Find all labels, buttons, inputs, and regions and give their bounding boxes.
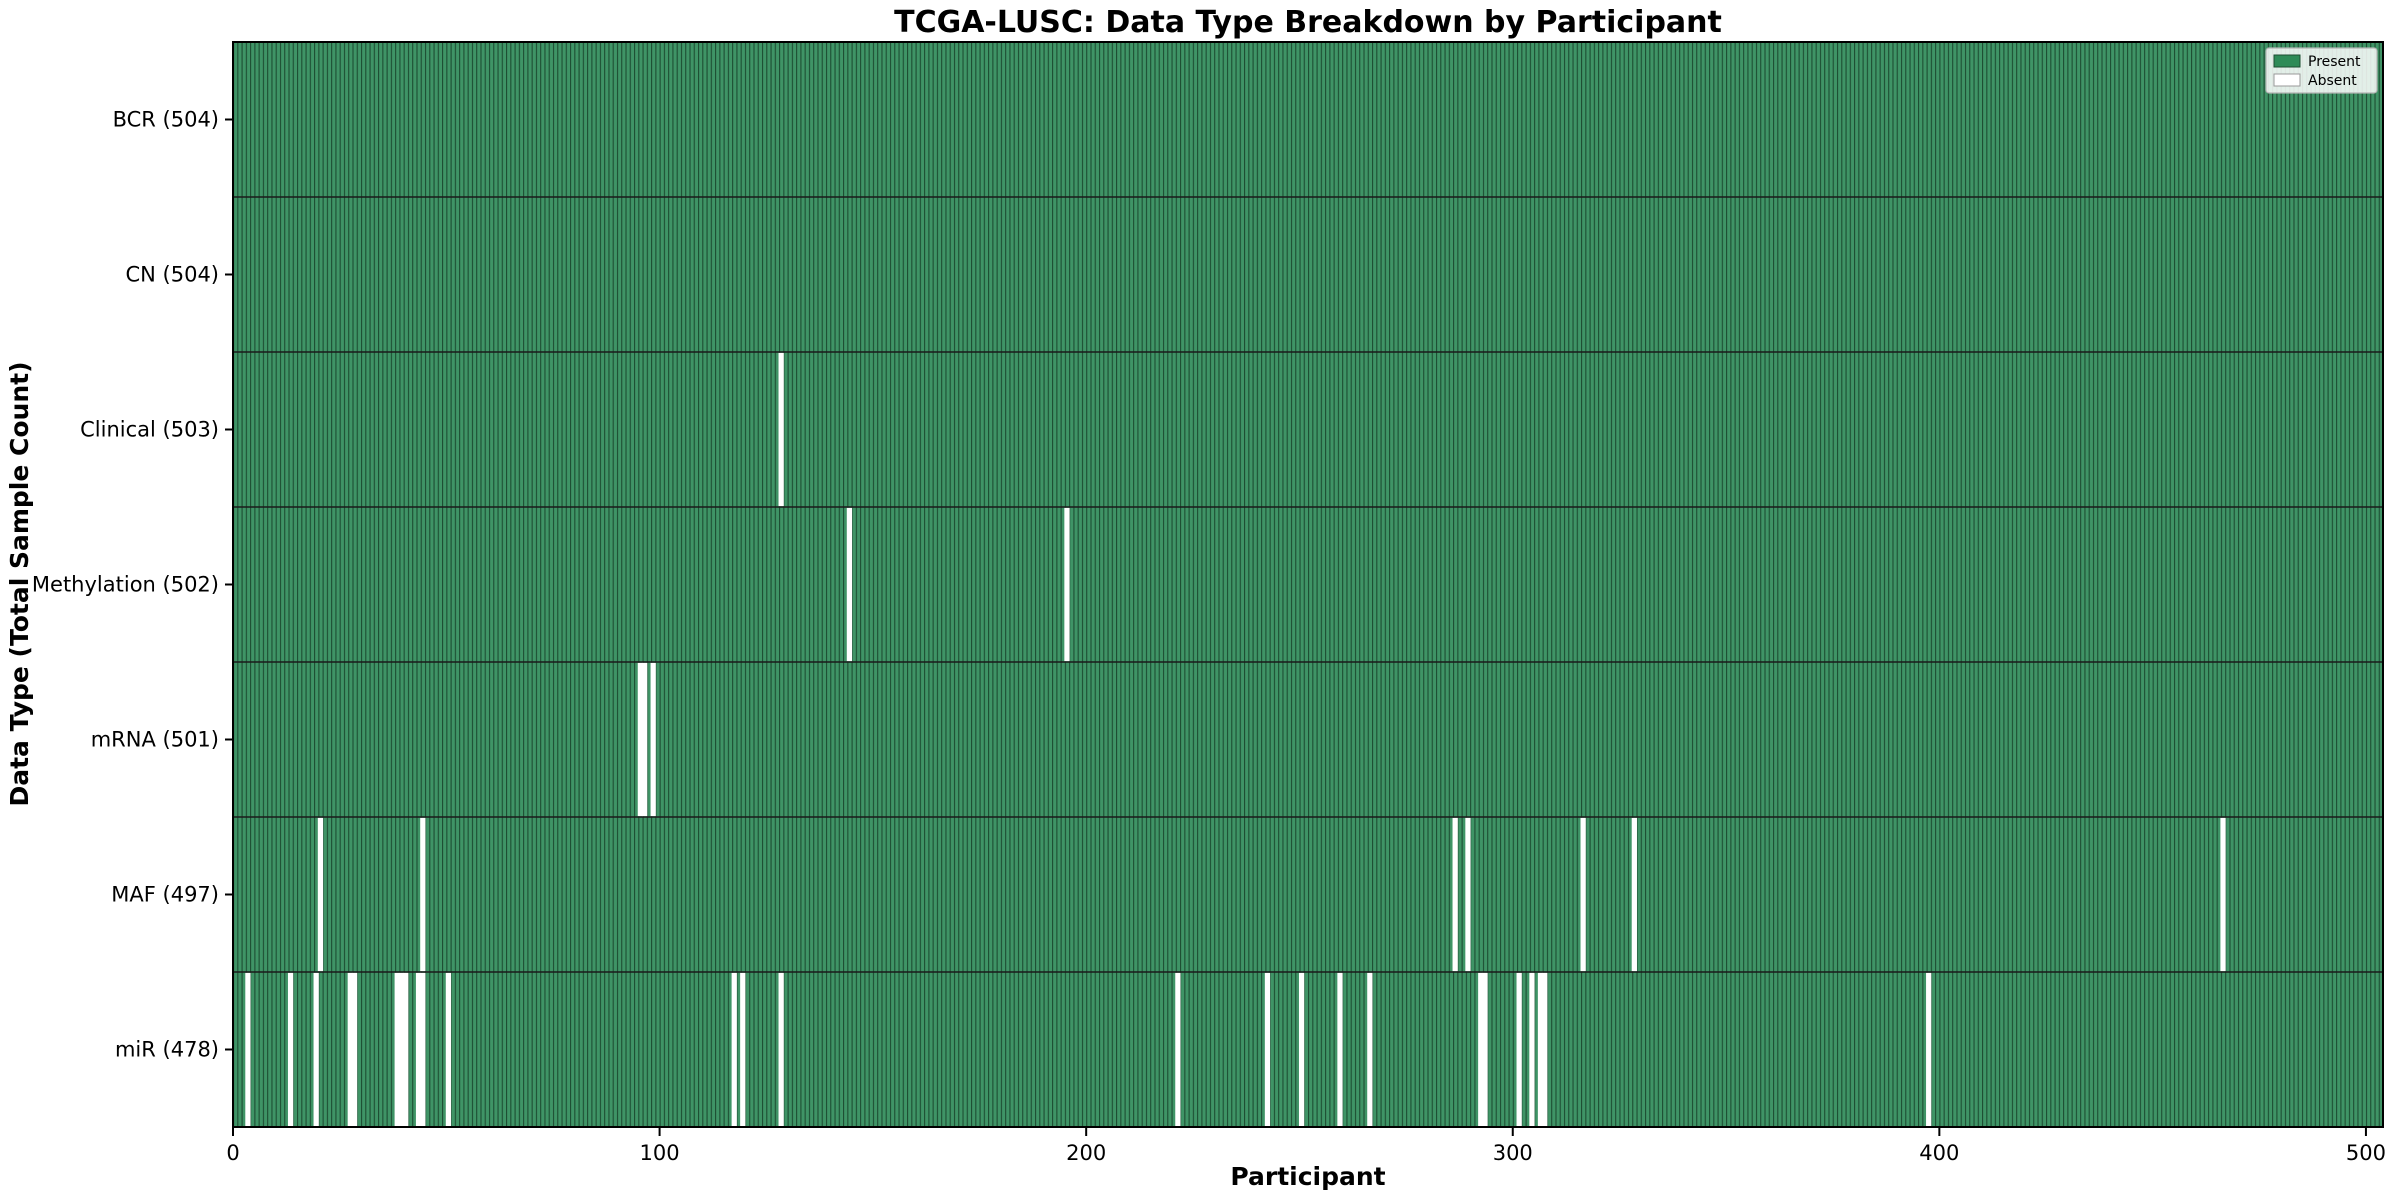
y-tick-label-BCR: BCR (504): [113, 108, 219, 132]
absent-marker-MAF: [1452, 817, 1458, 972]
absent-marker-miR: [445, 972, 452, 1127]
absent-marker-MAF: [420, 817, 426, 972]
legend-swatch-present: [2273, 54, 2301, 68]
absent-marker-Methylation: [1064, 507, 1070, 662]
absent-marker-miR: [403, 972, 409, 1127]
legend-swatch-absent: [2273, 73, 2301, 87]
absent-marker-mRNA: [650, 662, 656, 817]
absent-marker-miR: [1482, 972, 1488, 1127]
absent-marker-miR: [1175, 972, 1181, 1127]
y-tick-label-miR: miR (478): [115, 1038, 219, 1062]
absent-marker-miR: [287, 972, 294, 1127]
absent-marker-MAF: [1631, 817, 1637, 972]
absent-marker-miR: [1516, 972, 1522, 1127]
x-tick-label: 200: [1066, 1141, 1106, 1165]
plot-area: BCR (504) CN (504) Clinical (503) Methylati…: [32, 41, 2386, 1165]
y-tick-label-mRNA: mRNA (501): [91, 728, 219, 752]
absent-marker-miR: [415, 972, 422, 1127]
y-tick-label-MAF: MAF (497): [111, 883, 219, 907]
y-tick-label-CN: CN (504): [125, 263, 219, 287]
presence-matrix: [233, 42, 2383, 1127]
x-axis-label: Participant: [1230, 1162, 1385, 1191]
absent-marker-miR: [351, 972, 358, 1127]
absent-marker-miR: [313, 972, 319, 1127]
legend-label-present: Present: [2308, 54, 2361, 70]
absent-marker-Methylation: [846, 507, 853, 662]
absent-marker-miR: [1264, 972, 1271, 1127]
y-tick-label-Clinical: Clinical (503): [80, 418, 219, 442]
legend: Present Absent: [2265, 47, 2378, 94]
absent-marker-miR: [1298, 972, 1305, 1127]
absent-marker-MAF: [1465, 817, 1471, 972]
absent-marker-miR: [731, 972, 737, 1127]
absent-marker-miR: [398, 972, 405, 1127]
absent-marker-miR: [1542, 972, 1548, 1127]
y-tick-label-Methylation: Methylation (502): [32, 573, 219, 597]
absent-marker-MAF: [1580, 817, 1586, 972]
legend-label-absent: Absent: [2308, 73, 2357, 89]
x-tick-label: 400: [1919, 1141, 1959, 1165]
x-tick-label: 0: [226, 1141, 239, 1165]
absent-marker-MAF: [317, 817, 324, 972]
absent-marker-miR: [740, 972, 746, 1127]
absent-marker-miR: [1926, 972, 1932, 1127]
x-tick-label: 300: [1493, 1141, 1533, 1165]
absent-marker-miR: [1367, 972, 1373, 1127]
absent-marker-miR: [394, 972, 400, 1127]
absent-marker-miR: [1529, 972, 1535, 1127]
x-tick-label: 500: [2346, 1141, 2386, 1165]
x-tick-label: 100: [640, 1141, 680, 1165]
absent-marker-Clinical: [778, 352, 784, 507]
chart-title: TCGA-LUSC: Data Type Breakdown by Partic…: [894, 5, 1722, 40]
y-axis-label: Data Type (Total Sample Count): [5, 361, 34, 806]
absent-marker-MAF: [2220, 817, 2226, 972]
absent-marker-mRNA: [642, 662, 648, 817]
absent-marker-miR: [1537, 972, 1544, 1127]
absent-marker-miR: [347, 972, 353, 1127]
absent-marker-miR: [245, 972, 251, 1127]
absent-marker-miR: [1337, 972, 1343, 1127]
absent-marker-miR: [420, 972, 426, 1127]
absent-marker-miR: [778, 972, 784, 1127]
absent-marker-mRNA: [637, 662, 644, 817]
absent-marker-miR: [1478, 972, 1484, 1127]
